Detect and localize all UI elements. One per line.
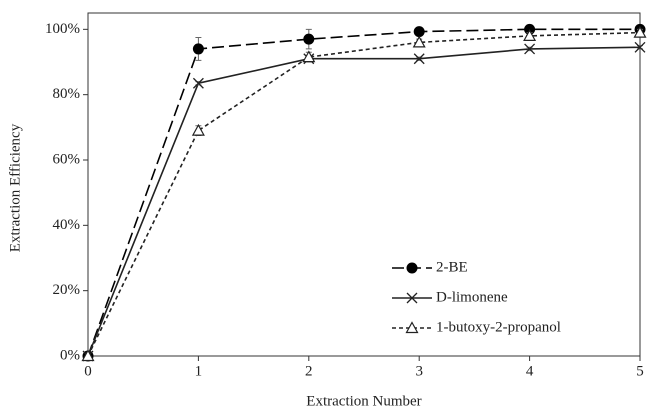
data-point (303, 33, 315, 45)
series-line (87, 46, 641, 357)
series-line (87, 31, 641, 357)
legend-marker (406, 292, 418, 304)
data-point (192, 43, 204, 55)
data-point (633, 25, 647, 38)
legend-label: 2-BE (436, 259, 468, 275)
x-tick-label: 3 (415, 363, 423, 379)
y-tick-label: 20% (53, 282, 81, 298)
data-point (413, 53, 425, 65)
y-tick-label: 40% (53, 217, 81, 233)
x-tick-label: 0 (84, 363, 92, 379)
legend-marker (406, 262, 418, 274)
x-tick-label: 2 (305, 363, 313, 379)
y-tick-label: 60% (53, 151, 81, 167)
data-point (523, 29, 537, 41)
data-point (192, 77, 204, 89)
legend-label: 1-butoxy-2-propanol (436, 319, 561, 335)
x-axis-title: Extraction Number (306, 393, 421, 409)
y-tick-label: 100% (45, 21, 80, 37)
data-point (524, 43, 536, 55)
x-tick-label: 4 (526, 363, 534, 379)
x-tick-label: 5 (636, 363, 644, 379)
y-tick-label: 80% (53, 86, 81, 102)
data-point (191, 123, 205, 136)
series-line (87, 28, 640, 357)
x-tick-label: 1 (195, 363, 203, 379)
y-tick-label: 0% (60, 347, 80, 363)
y-axis-title: Extraction Efficiency (7, 123, 23, 252)
legend-marker (405, 321, 419, 334)
data-point (302, 50, 316, 63)
data-point (413, 26, 425, 38)
plot-frame (87, 12, 641, 357)
data-point (412, 35, 426, 48)
data-point (81, 349, 95, 362)
legend-label: D-limonene (436, 289, 508, 305)
data-point (634, 41, 646, 53)
